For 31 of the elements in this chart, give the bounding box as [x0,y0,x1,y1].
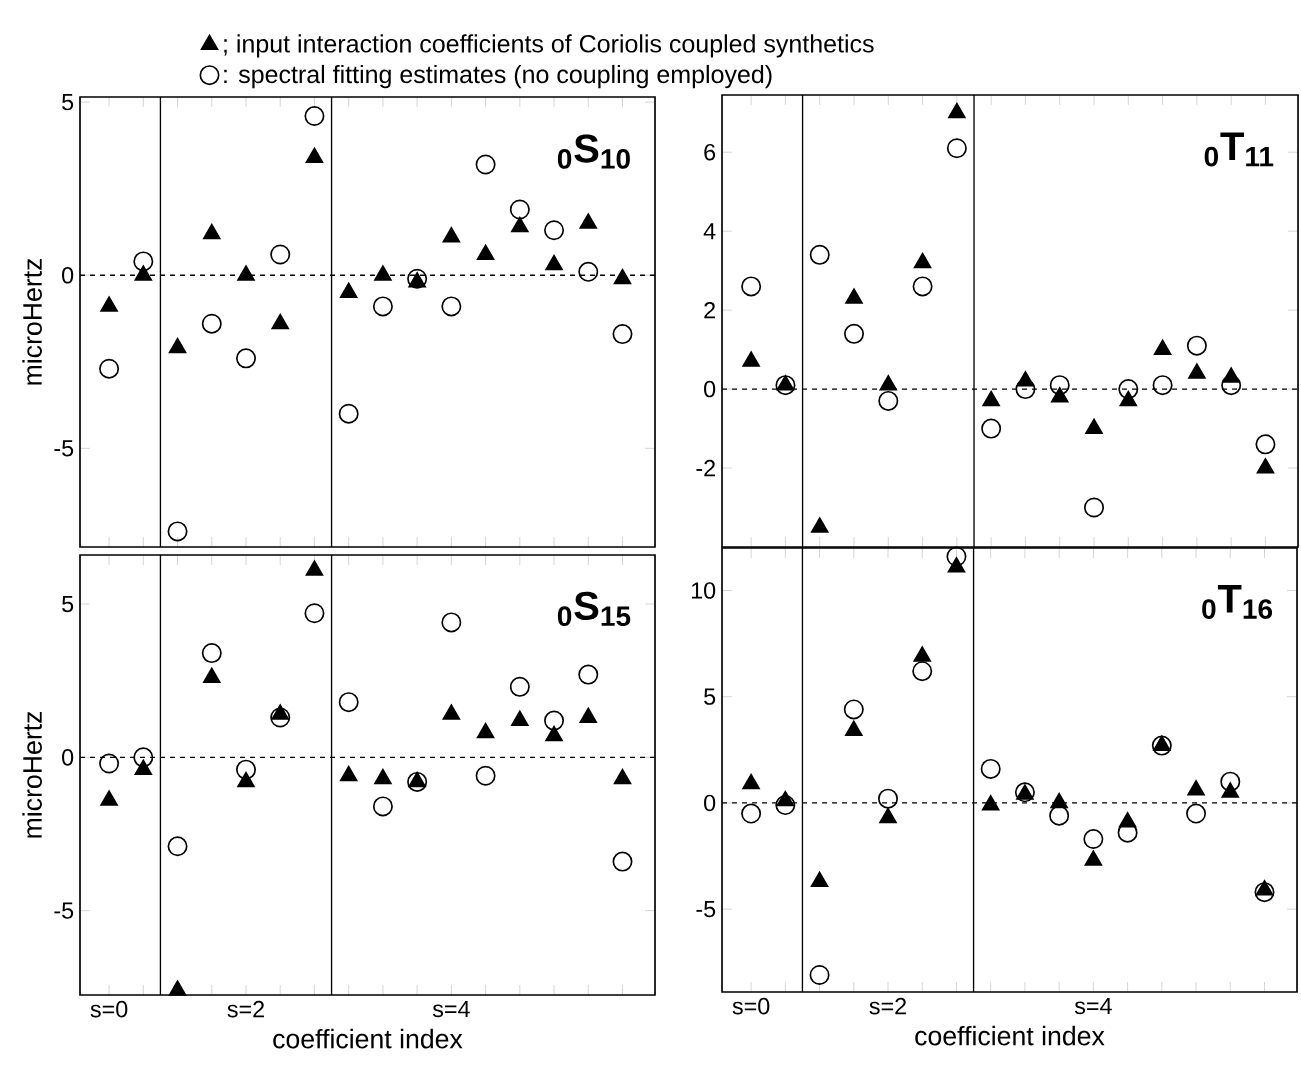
y-tick-label: 4 [703,223,716,240]
x-tick-label: s=2 [227,1000,264,1018]
y-tick-label: -5 [54,440,74,457]
x-tick-label: s=4 [432,1000,470,1018]
y-tick-label: 0 [62,266,74,284]
text: $_{0}$T$_{16}$ [1202,584,1273,619]
y-axis-title: microHertz [22,258,42,385]
y-tick-label: 2 [704,301,715,319]
y-axis-title: microHertz [22,711,42,838]
y-tick-label: 0 [704,794,716,812]
x-tick-label: s=0 [732,997,770,1015]
y-tick-label: -5 [54,902,74,919]
text: $_{0}$S$_{10}$ [557,134,630,169]
y-tick-label: 6 [704,143,716,161]
y-tick-label: 5 [62,94,74,111]
y-tick-label: 0 [704,380,716,398]
y-tick-label: -5 [696,901,716,918]
x-axis-title: coefficient index [273,1028,463,1049]
x-tick-label: s=4 [1074,997,1112,1015]
y-tick-label: -2 [696,459,715,477]
y-tick-label: 5 [62,595,74,613]
legend-label: ; input interaction coefficients of Coriolis coupled synthetics [224,34,874,58]
text: $_{0}$T$_{11}$ [1204,132,1274,167]
y-tick-label: 0 [62,749,74,766]
y-tick-label: 10 [691,582,716,599]
legend-label: : spectral fitting estimates (no coupling employed) [224,64,772,89]
x-axis-title: coefficient index [915,1025,1105,1046]
x-tick-label: s=0 [90,1000,128,1018]
y-tick-label: 5 [704,688,716,705]
text: $_{0}$S$_{15}$ [557,591,631,627]
x-tick-label: s=2 [869,997,906,1015]
